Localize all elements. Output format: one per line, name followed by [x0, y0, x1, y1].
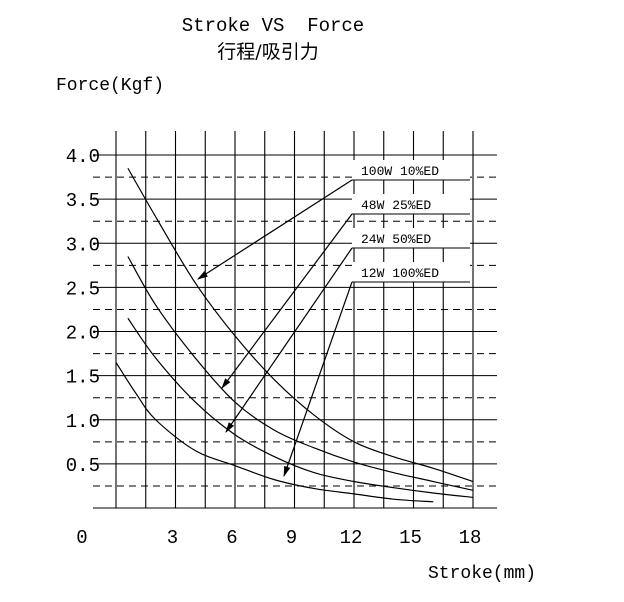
x-tick-label: 9 [286, 527, 297, 549]
series-curves [115, 167, 474, 503]
series-line-2 [127, 317, 474, 499]
chart-subtitle: 行程/吸引力 [217, 41, 318, 63]
legend-arrow-3 [283, 281, 353, 478]
y-tick-label: 2.0 [66, 323, 100, 345]
legend-label-1: 48W 25%ED [361, 198, 431, 213]
legend-arrow-1 [221, 213, 353, 389]
chart-title: Stroke VS Force [182, 15, 364, 37]
legend-box [352, 228, 470, 248]
y-tick-label: 1.0 [66, 411, 100, 433]
y-tick-label: 3.0 [66, 234, 100, 256]
x-tick-label: 6 [226, 527, 237, 549]
legend-box [352, 262, 470, 282]
origin-label: 0 [76, 527, 87, 549]
x-tick-label: 18 [459, 527, 482, 549]
series-line-0 [127, 167, 474, 483]
legend-label-2: 24W 50%ED [361, 232, 431, 247]
y-tick-label: 4.0 [66, 146, 100, 168]
y-tick-label: 2.5 [66, 278, 100, 300]
y-tick-label: 1.5 [66, 367, 100, 389]
x-tick-label: 12 [340, 527, 363, 549]
legend-arrow-2 [225, 247, 353, 433]
x-axis-title: Stroke(mm) [428, 564, 536, 584]
y-tick-label: 3.5 [66, 190, 100, 212]
y-axis-title: Force(Kgf) [56, 76, 164, 96]
y-tick-label: 0.5 [66, 455, 100, 477]
legend-label-3: 12W 100%ED [361, 266, 439, 281]
y-tick-labels: 4.0 3.5 3.0 2.5 2.0 1.5 1.0 0.5 [66, 146, 100, 477]
legend-box [352, 194, 470, 214]
series-line-1 [127, 256, 474, 491]
legend-label-0: 100W 10%ED [361, 164, 439, 179]
series-line-3 [115, 362, 434, 503]
x-tick-label: 15 [399, 527, 422, 549]
grid [93, 131, 497, 509]
legend-box [352, 160, 470, 180]
x-tick-labels: 3 6 9 12 15 18 [167, 527, 482, 549]
legend-arrows [197, 179, 353, 478]
x-tick-label: 3 [167, 527, 178, 549]
legend: 100W 10%ED 48W 25%ED 24W 50%ED 12W 100%ED [352, 160, 470, 283]
legend-arrow-0 [197, 179, 353, 280]
